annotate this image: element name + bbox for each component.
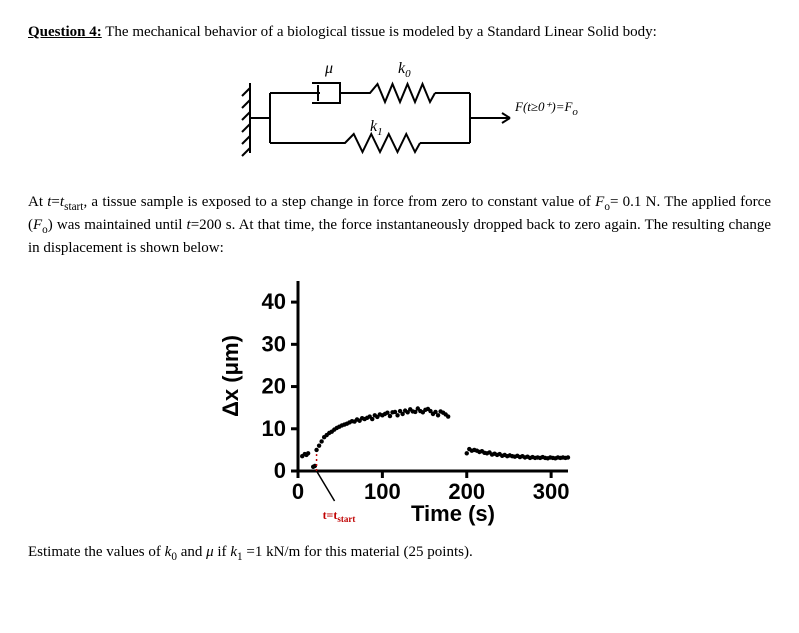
txt: μ [206,544,214,560]
question-header: Question 4: The mechanical behavior of a… [28,24,771,41]
question-label: Question 4: [28,24,102,40]
svg-text:300: 300 [532,479,569,504]
txt: , a tissue sample is exposed to a step c… [83,194,595,210]
txt: k [230,544,237,560]
svg-text:20: 20 [261,373,285,398]
txt: =1 kN/m for this material (25 points). [243,544,473,560]
txt: if [214,544,231,560]
svg-text:40: 40 [261,289,285,314]
svg-text:F(t≥0⁺)=Fo: F(t≥0⁺)=Fo [514,99,578,118]
txt: F [33,217,42,233]
svg-text:0: 0 [273,458,285,483]
txt: ) was maintained until [48,217,187,233]
svg-text:100: 100 [364,479,401,504]
svg-text:10: 10 [261,415,285,440]
svg-text:Time (s): Time (s) [411,501,495,526]
sls-diagram: μk0k1F(t≥0⁺)=Fo [28,53,771,178]
svg-text:k0: k0 [398,60,411,80]
question-intro: The mechanical behavior of a biological … [105,24,657,40]
txt: At [28,194,47,210]
txt: Estimate the values of [28,544,165,560]
svg-text:t=tstart: t=tstart [322,508,355,524]
txt: F [595,194,604,210]
svg-text:0: 0 [291,479,303,504]
final-question: Estimate the values of k0 and μ if k1 =1… [28,544,771,563]
svg-text:30: 30 [261,331,285,356]
svg-text:Δx (μm): Δx (μm) [220,335,243,417]
displacement-chart: 0102030400100200300Δx (μm)Time (s)t=tsta… [28,269,771,534]
problem-paragraph: At t=tstart, a tissue sample is exposed … [28,192,771,259]
svg-text:μ: μ [324,60,333,77]
txt: and [177,544,206,560]
txt: = [51,194,59,210]
txt: start [64,201,83,213]
